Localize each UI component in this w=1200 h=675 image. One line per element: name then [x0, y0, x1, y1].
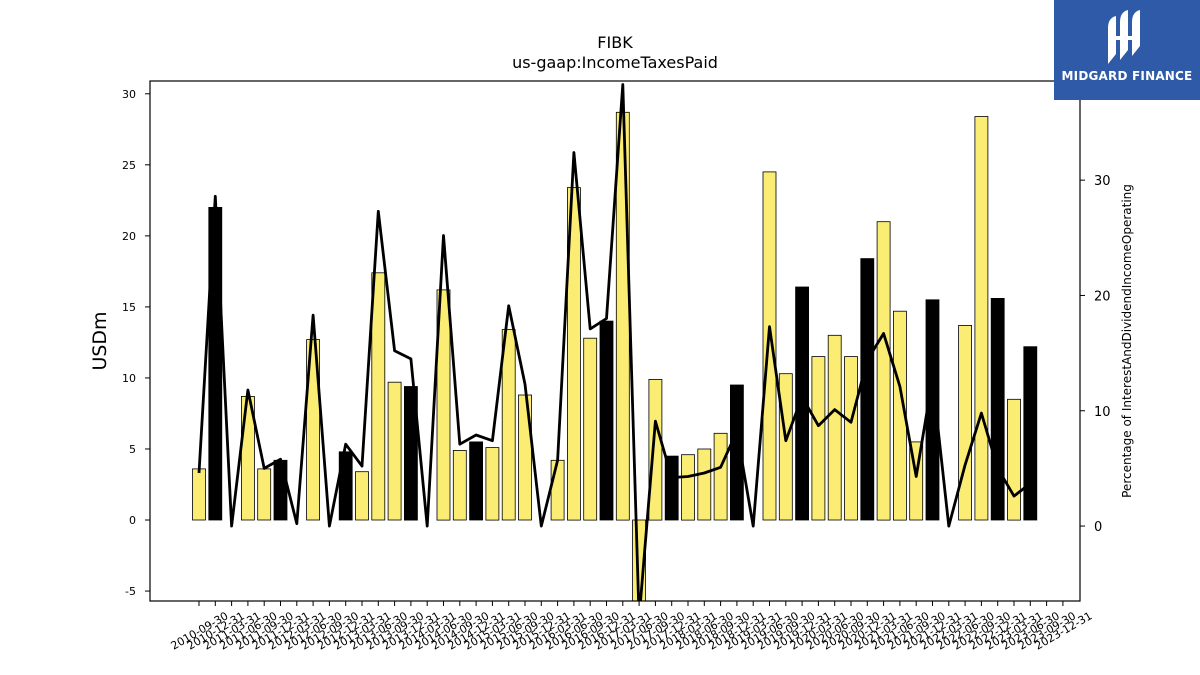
- y-tick-label: 10: [122, 372, 136, 385]
- bar: [974, 116, 989, 521]
- y2-tick-label: 20: [1094, 289, 1111, 304]
- bar: [762, 171, 777, 521]
- bar: [1023, 346, 1038, 521]
- bar: [452, 449, 467, 521]
- bar: [778, 373, 793, 521]
- bar: [485, 447, 500, 521]
- y-tick-label: 15: [122, 301, 136, 314]
- bar: [192, 468, 206, 521]
- bar: [1007, 398, 1021, 521]
- bar: [730, 384, 744, 521]
- y-axis-label: USDm: [89, 311, 111, 370]
- bar: [257, 468, 272, 521]
- bar: [338, 451, 353, 521]
- y-tick-label: 25: [122, 159, 136, 172]
- bar: [876, 221, 891, 521]
- bar: [306, 339, 321, 521]
- bar: [827, 334, 842, 521]
- plot-area: -505101520253001020302010-09-302010-12-3…: [122, 80, 1111, 653]
- bar: [436, 289, 451, 521]
- y2-tick-label: 10: [1094, 405, 1111, 420]
- chart-title: FIBK: [597, 33, 633, 52]
- bar: [550, 459, 565, 521]
- y-tick-label: 20: [122, 230, 136, 243]
- bar: [713, 432, 728, 521]
- logo-text: MIDGARD FINANCE: [1061, 69, 1193, 83]
- bar: [664, 455, 679, 521]
- y-tick-label: 5: [129, 443, 136, 456]
- bar: [355, 471, 369, 521]
- plot-marks: [192, 83, 1038, 601]
- bar: [615, 111, 630, 521]
- y-tick-label: -5: [125, 585, 136, 598]
- bar: [990, 297, 1005, 521]
- bar: [371, 272, 386, 521]
- plot-frame: [149, 80, 1081, 602]
- chart-subtitle: us-gaap:IncomeTaxesPaid: [512, 53, 718, 72]
- y2-axis-label: Percentage of InterestAndDividendIncomeO…: [1120, 184, 1134, 498]
- bar: [469, 441, 484, 521]
- bar: [844, 356, 858, 521]
- bar: [811, 356, 826, 521]
- bar: [599, 320, 614, 521]
- bar: [958, 324, 972, 521]
- midgard-logo-icon: [1108, 10, 1140, 64]
- bar: [501, 329, 516, 521]
- bar: [387, 381, 402, 521]
- y2-tick-label: 30: [1094, 174, 1111, 189]
- y-tick-label: 30: [122, 88, 136, 101]
- series-line: [197, 83, 1032, 601]
- bar: [273, 459, 288, 521]
- y2-tick-label: 0: [1094, 520, 1102, 535]
- midgard-finance-logo: MIDGARD FINANCE: [1054, 0, 1200, 100]
- bar: [567, 187, 581, 521]
- bar: [403, 386, 418, 521]
- bar: [681, 454, 695, 521]
- bar: [697, 448, 712, 521]
- bar: [795, 286, 809, 521]
- bar: [860, 258, 875, 521]
- bar: [648, 378, 663, 521]
- bar: [583, 337, 598, 521]
- y-tick-label: 0: [129, 514, 136, 527]
